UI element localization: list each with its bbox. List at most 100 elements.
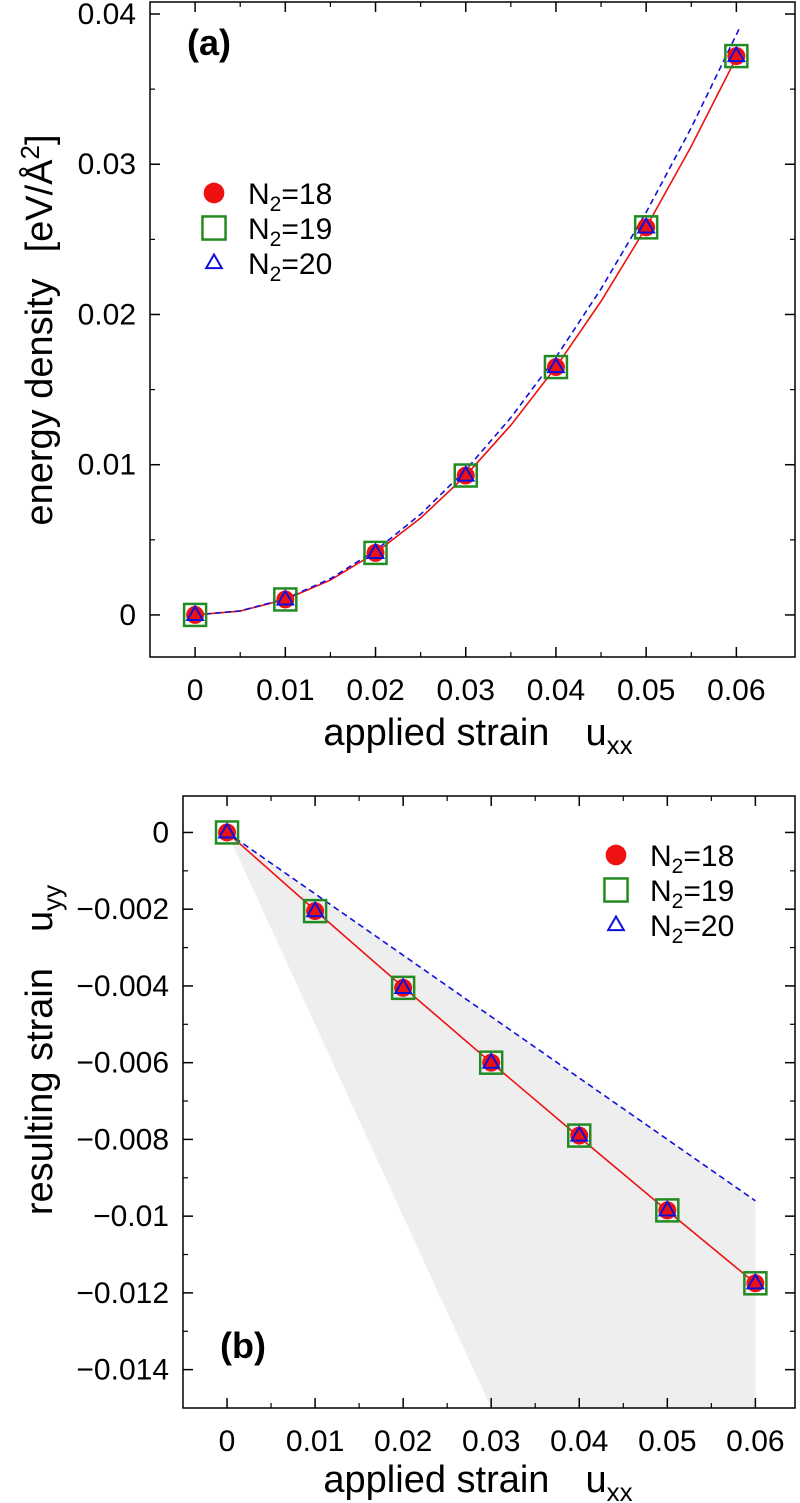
data-point-square xyxy=(543,354,569,380)
data-point-circle xyxy=(218,823,237,842)
data-point-circle xyxy=(482,1053,501,1072)
data-point-circle xyxy=(546,358,565,377)
plot-frame xyxy=(182,795,796,1409)
data-point-square xyxy=(273,587,298,612)
data-point-triangle xyxy=(456,465,476,482)
data-point-triangle xyxy=(546,356,566,374)
y-tick-label: 0 xyxy=(119,599,136,632)
legend-marker-triangle xyxy=(204,252,224,270)
data-point-square xyxy=(743,1271,768,1296)
x-tick-label: 0.06 xyxy=(726,1425,784,1458)
x-tick-label: 0.05 xyxy=(617,674,675,707)
solid-fit-curve xyxy=(195,57,738,616)
dashed-fit-curve xyxy=(195,28,740,616)
x-tick-label: 0.01 xyxy=(256,674,314,707)
legend-label: N2=18 xyxy=(248,178,332,216)
legend-marker-circle xyxy=(203,182,225,204)
legend-marker-square xyxy=(201,215,227,241)
data-point-circle xyxy=(276,590,295,609)
data-point-circle xyxy=(570,1126,589,1145)
data-point-circle xyxy=(394,978,413,997)
legend-marker-circle xyxy=(605,844,627,866)
panel-b: 0 0.01 0.02 0.03 0.04 0.05 0.06 0 −0.002 −0.004 −0… xyxy=(19,795,796,1503)
y-tick-label: −0.002 xyxy=(76,893,169,926)
data-point-triangle xyxy=(365,542,386,559)
data-point-triangle xyxy=(569,1125,589,1142)
y-tick-label: −0.008 xyxy=(76,1123,169,1156)
x-tick-label: 0 xyxy=(187,674,204,707)
plot-frame xyxy=(149,1,796,658)
x-tick-label: 0.03 xyxy=(462,1425,520,1458)
y-tick-label: −0.01 xyxy=(93,1200,169,1233)
y-tick-label: 0.01 xyxy=(78,449,136,482)
data-point-triangle xyxy=(305,900,325,918)
x-tick-label: 0.03 xyxy=(437,674,495,707)
data-point-square xyxy=(182,602,208,628)
panel-label: (b) xyxy=(220,1325,266,1366)
data-point-triangle xyxy=(185,604,205,622)
data-point-square xyxy=(655,1198,680,1223)
data-point-circle xyxy=(637,218,656,237)
data-point-triangle xyxy=(393,977,413,994)
y-tick-label: 0.04 xyxy=(78,0,136,31)
data-point-square xyxy=(390,975,416,1001)
x-tick-label: 0 xyxy=(219,1425,236,1458)
legend-label: N2=19 xyxy=(248,213,332,251)
y-axis-label: energy density[eV/Å2] xyxy=(15,134,61,525)
data-point-triangle xyxy=(217,821,237,839)
data-point-circle xyxy=(727,47,746,66)
legend-label: N2=20 xyxy=(650,910,734,948)
y-tick-label: 0.02 xyxy=(78,298,136,331)
legend-label: N2=20 xyxy=(248,248,332,286)
data-point-square xyxy=(214,820,240,845)
x-tick-label: 0.02 xyxy=(374,1425,432,1458)
x-tick-label: 0.06 xyxy=(707,674,765,707)
data-point-circle xyxy=(186,605,205,624)
x-tick-label: 0.04 xyxy=(527,674,585,707)
x-axis-label: applied strain uxx xyxy=(323,712,632,760)
panel-a: 0 0.01 0.02 0.03 0.04 0.05 0.06 0 0.01 0.02 0.03 0.… xyxy=(15,0,796,760)
x-axis-label: applied strain uxx xyxy=(323,1459,632,1503)
data-point-circle xyxy=(456,466,475,485)
data-point-square xyxy=(478,1050,504,1075)
x-tick-label: 0.02 xyxy=(346,674,404,707)
dashed-fit-curve xyxy=(226,831,756,1202)
x-tick-label: 0.04 xyxy=(550,1425,608,1458)
data-point-circle xyxy=(746,1274,765,1293)
data-point-triangle xyxy=(481,1052,501,1069)
data-point-square xyxy=(453,463,478,488)
shaded-region xyxy=(227,832,756,1408)
data-point-square xyxy=(567,1123,592,1148)
y-tick-label: 0.03 xyxy=(78,148,136,181)
data-point-triangle xyxy=(636,216,656,234)
y-axis-label: resulting strainuyy xyxy=(19,885,67,1215)
panel-label: (a) xyxy=(187,22,231,63)
x-tick-label: 0.05 xyxy=(638,1425,696,1458)
y-tick-label: −0.006 xyxy=(76,1047,169,1080)
legend-marker-square xyxy=(603,877,629,903)
data-point-circle xyxy=(366,543,385,562)
data-point-square xyxy=(363,540,388,566)
data-point-square xyxy=(302,898,328,924)
legend-label: N2=19 xyxy=(650,875,734,913)
plot-area xyxy=(182,28,749,628)
plot-area xyxy=(214,820,768,1408)
data-point-circle xyxy=(658,1201,677,1220)
data-point-square xyxy=(633,215,659,240)
data-point-triangle xyxy=(726,45,746,63)
y-tick-label: −0.014 xyxy=(76,1354,169,1387)
legend-marker-triangle xyxy=(606,914,626,932)
legend-label: N2=18 xyxy=(650,840,734,878)
data-point-square xyxy=(724,43,749,69)
x-tick-label: 0.01 xyxy=(286,1425,344,1458)
y-tick-label: −0.004 xyxy=(76,970,169,1003)
data-point-triangle xyxy=(657,1199,677,1217)
data-point-circle xyxy=(306,902,325,921)
data-point-triangle xyxy=(745,1272,765,1290)
y-tick-label: 0 xyxy=(152,816,169,849)
data-point-triangle xyxy=(275,588,295,606)
y-tick-label: −0.012 xyxy=(76,1277,169,1310)
